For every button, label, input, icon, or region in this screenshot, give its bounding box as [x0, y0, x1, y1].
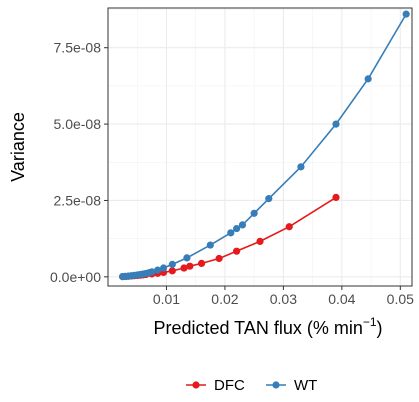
- x-tick-label: 0.03: [270, 291, 297, 307]
- series-layer: [119, 10, 410, 281]
- y-tick-label: 2.5e-08: [54, 192, 102, 208]
- grid: [108, 8, 412, 286]
- data-point-dfc: [186, 262, 194, 270]
- data-point-dfc: [332, 193, 340, 202]
- x-axis-title-close: ): [377, 318, 383, 338]
- y-axis: 0.0e+00 2.5e-08 5.0e-08 7.5e-08: [50, 40, 108, 285]
- y-tick-label: 7.5e-08: [54, 40, 102, 56]
- data-point-wt: [148, 268, 156, 276]
- data-point-wt: [364, 75, 372, 83]
- y-tick-label: 5.0e-08: [54, 116, 102, 132]
- data-point-dfc: [197, 259, 206, 267]
- data-point-wt: [154, 266, 162, 274]
- x-axis-title-superscript: −1: [363, 315, 377, 329]
- plot-border: [107, 7, 413, 287]
- x-tick-label: 0.05: [387, 291, 414, 307]
- x-tick-label: 0.02: [211, 291, 238, 307]
- data-point-wt: [233, 224, 241, 233]
- data-point-wt: [183, 254, 191, 262]
- data-point-dfc: [285, 223, 293, 231]
- legend: DFC WT: [186, 377, 317, 394]
- legend-key-point-wt: [272, 381, 280, 389]
- data-point-wt: [250, 209, 258, 217]
- data-point-wt: [238, 221, 247, 229]
- data-point-wt: [206, 241, 214, 249]
- data-point-dfc: [180, 264, 188, 272]
- x-tick-label: 0.01: [153, 291, 180, 307]
- data-point-wt: [168, 260, 176, 268]
- data-point-dfc: [168, 267, 176, 275]
- x-axis-title-main: Predicted TAN flux (% min: [153, 318, 362, 338]
- y-tick-label: 0.0e+00: [50, 269, 101, 285]
- data-point-wt: [332, 120, 340, 128]
- data-point-dfc: [233, 247, 241, 255]
- data-point-wt: [297, 163, 305, 171]
- data-point-wt: [159, 264, 168, 272]
- data-point-wt: [265, 195, 273, 203]
- x-axis-title: Predicted TAN flux (% min−1): [153, 315, 382, 338]
- y-axis-title: Variance: [8, 112, 28, 182]
- legend-label-wt: WT: [294, 377, 317, 394]
- x-tick-label: 0.04: [328, 291, 355, 307]
- legend-key-point-dfc: [192, 381, 200, 389]
- data-point-dfc: [256, 237, 264, 245]
- data-point-wt: [227, 229, 235, 237]
- data-point-dfc: [215, 254, 223, 263]
- data-point-wt: [402, 10, 410, 18]
- legend-label-dfc: DFC: [214, 377, 245, 394]
- x-axis: 0.01 0.02 0.03 0.04 0.05: [153, 286, 414, 307]
